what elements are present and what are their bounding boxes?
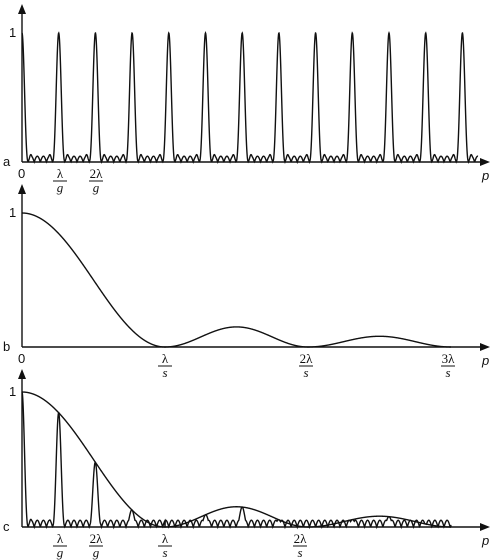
origin-label: 0 [18,166,25,181]
x-arrow [480,523,490,531]
fraction-denominator: s [162,545,167,560]
axis-label: p [481,353,489,368]
y-tick-label: 1 [9,384,16,399]
fraction-numerator: λ [162,351,169,366]
fraction-denominator: s [297,545,302,560]
fraction-denominator: s [303,365,308,380]
fraction-numerator: 2λ [300,351,314,366]
intensity-curve [21,30,479,165]
fraction-numerator: 2λ [90,531,104,546]
panel-label: c [3,519,10,534]
y-arrow [18,369,26,379]
fraction-denominator: s [445,365,450,380]
y-arrow [18,184,26,194]
fraction-denominator: s [162,365,167,380]
y-tick-label: 1 [9,25,16,40]
panel-label: b [3,339,10,354]
fraction-denominator: g [57,545,64,560]
fraction-denominator: g [93,545,100,560]
axis-label: p [481,168,489,183]
intensity-curve [21,391,452,530]
fraction-denominator: g [93,180,100,195]
x-arrow [480,343,490,351]
y-arrow [18,4,26,14]
fraction-numerator: 3λ [442,351,456,366]
x-arrow [480,158,490,166]
fraction-numerator: 2λ [90,166,104,181]
fraction-numerator: 2λ [294,531,308,546]
fraction-numerator: λ [162,531,169,546]
fraction-numerator: λ [57,531,64,546]
axis-label: p [481,533,489,548]
y-tick-label: 1 [9,205,16,220]
envelope-curve [22,391,451,528]
fraction-numerator: λ [57,166,64,181]
origin-label: 0 [18,351,25,366]
fraction-denominator: g [57,180,64,195]
envelope-curve [22,212,451,348]
panel-label: a [3,154,11,169]
